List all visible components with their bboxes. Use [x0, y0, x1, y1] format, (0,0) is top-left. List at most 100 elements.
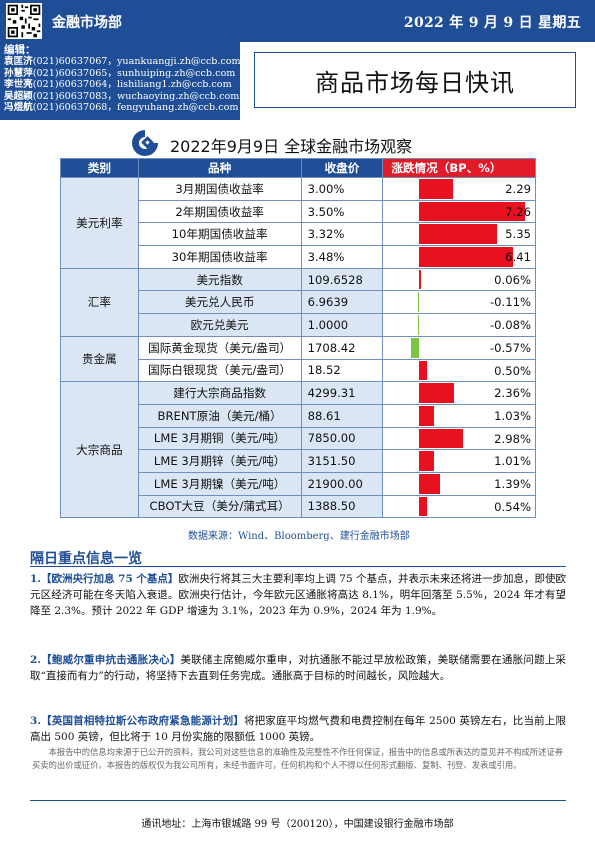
instrument-name: 国际黄金现货（美元/盎司） — [137, 335, 302, 360]
editor-email[interactable]: lishiliang1.zh@ccb.com — [117, 79, 232, 91]
market-table: 类别 品种 收盘价 涨跌情况（BP、%） 美元利率 3月期国债收益率 3.00% 2.… — [60, 158, 536, 519]
header-close: 收盘价 — [300, 158, 384, 178]
disclaimer: 本报告中的信息均来源于已公开的资料，我公司对这些信息的准确性及完整性不作任何保证… — [32, 747, 564, 770]
change-bar — [419, 224, 498, 245]
category-cell: 美元利率 — [60, 177, 139, 269]
news-title: 【英国首相特拉斯公布政府紧急能源计划】 — [40, 715, 245, 727]
change-value: -0.08% — [489, 318, 531, 333]
department-name: 金融市场部 — [52, 15, 122, 31]
table-row: CBOT大豆（美分/蒲式耳） 1388.50 0.54% — [61, 494, 536, 519]
change-bar — [417, 292, 420, 313]
editor-email[interactable]: yuankuangji.zh@ccb.com — [117, 56, 241, 67]
change-bar — [419, 179, 453, 199]
editor-email[interactable]: wuchaoying.zh@ccb.com — [117, 90, 240, 102]
instrument-name: LME 3月期铜（美元/吨） — [137, 426, 302, 451]
change-cell: 2.29 — [382, 177, 536, 201]
instrument-name: 30年期国债收益率 — [137, 245, 302, 269]
editor-row: 李世亮(021)60637064，lishiliang1.zh@ccb.com — [4, 79, 240, 91]
close-price: 1388.50 — [300, 494, 384, 519]
close-price: 3.48% — [300, 245, 384, 269]
data-source-note: 数据来源：Wind、Bloomberg、建行金融市场部 — [188, 531, 410, 542]
header-change: 涨跌情况（BP、%） — [382, 158, 536, 178]
change-value: 2.36% — [494, 386, 531, 401]
news-body: 将把家庭平均燃气费和电费控制在每年 2500 英镑左右，比当前上限高出 500 … — [30, 715, 566, 743]
change-value: 0.50% — [494, 363, 531, 378]
table-row: BRENT原油（美元/桶） 88.61 1.03% — [61, 403, 536, 428]
header-name: 品种 — [137, 158, 302, 178]
change-cell: 7.26 — [382, 199, 536, 224]
close-price: 6.9639 — [300, 290, 384, 315]
close-price: 4299.31 — [300, 381, 384, 405]
page-title: 商品市场每日快讯 — [315, 69, 515, 97]
close-price: 3.32% — [300, 222, 384, 247]
change-bar — [419, 428, 463, 449]
change-value: 0.54% — [494, 499, 531, 514]
editors-label: 编辑： — [4, 44, 36, 56]
qr-code-icon — [6, 3, 42, 39]
instrument-name: 欧元兑美元 — [137, 313, 302, 337]
change-value: -0.57% — [489, 340, 531, 355]
news-title: 【欧洲央行加息 75 个基点】 — [40, 573, 179, 585]
close-price: 1.0000 — [300, 313, 384, 337]
category-cell: 大宗商品 — [60, 381, 139, 519]
change-bar — [419, 247, 513, 267]
category-cell: 汇率 — [60, 267, 139, 337]
editor-phone: (021)60637064， — [32, 79, 118, 91]
editor-row: 孙慧萍(021)60637065，sunhuiping.zh@ccb.com — [4, 68, 240, 80]
table-row: LME 3月期铜（美元/吨） 7850.00 2.98% — [61, 426, 536, 451]
instrument-name: 美元指数 — [137, 267, 302, 292]
change-value: 6.41 — [505, 250, 531, 265]
close-price: 21900.00 — [300, 471, 384, 496]
change-value: 5.35 — [505, 227, 531, 242]
change-cell: 2.98% — [382, 426, 536, 451]
instrument-name: 国际白银现货（美元/盎司） — [137, 358, 302, 383]
instrument-name: 2年期国债收益率 — [137, 199, 302, 224]
change-cell: 0.06% — [382, 267, 536, 292]
editor-email[interactable]: fengyuhang.zh@ccb.com — [117, 102, 239, 114]
change-value: 2.98% — [494, 431, 531, 446]
change-bar — [419, 360, 427, 381]
change-cell: 1.39% — [382, 471, 536, 496]
news-item: 2.【鲍威尔重申抗击通胀决心】美联储主席鲍威尔重申，对抗通胀不能过早放松政策，美… — [30, 652, 566, 684]
change-bar — [419, 201, 526, 222]
change-bar — [419, 383, 454, 403]
change-cell: 5.35 — [382, 222, 536, 247]
news-item: 1.【欧洲央行加息 75 个基点】欧洲央行将其三大主要利率均上调 75 个基点，… — [30, 571, 566, 619]
change-cell: 2.36% — [382, 381, 536, 405]
editor-name: 袁匡济 — [4, 56, 33, 67]
change-bar — [419, 269, 421, 290]
change-cell: 6.41 — [382, 245, 536, 269]
footer-address: 通讯地址：上海市银城路 99 号（200120），中国建设银行金融市场部 — [141, 819, 454, 830]
change-value: -0.11% — [489, 295, 531, 310]
header-category: 类别 — [60, 158, 139, 178]
ccb-logo-icon — [132, 130, 158, 156]
editor-row: 冯煜航(021)60637068，fengyuhang.zh@ccb.com — [4, 102, 240, 114]
news-body: 美联储主席鲍威尔重申，对抗通胀不能过早放松政策，美联储需要在通胀问题上采取“直接… — [30, 654, 567, 682]
editor-name: 吴超颖 — [4, 90, 33, 102]
news-title: 【鲍威尔重申抗击通胀决心】 — [40, 654, 181, 666]
instrument-name: LME 3月期锌（美元/吨） — [137, 449, 302, 473]
editor-row: 吴超颖(021)60637083，wuchaoying.zh@ccb.com — [4, 91, 240, 103]
change-bar — [419, 496, 428, 517]
report-title: 2022年9月9日 全球金融市场观察 — [170, 137, 413, 156]
close-price: 1708.42 — [300, 335, 384, 360]
close-price: 3.50% — [300, 199, 384, 224]
instrument-name: CBOT大豆（美分/蒲式耳） — [137, 494, 302, 519]
change-cell: 1.03% — [382, 403, 536, 428]
table-row: 美元利率 3月期国债收益率 3.00% 2.29 — [60, 177, 536, 269]
table-row: 大宗商品 建行大宗商品指数 4299.31 2.36% — [60, 381, 536, 519]
news-item: 3.【英国首相特拉斯公布政府紧急能源计划】将把家庭平均燃气费和电费控制在每年 2… — [30, 713, 566, 745]
editor-row: 袁匡济(021)60637067，yuankuangji.zh@ccb.com — [4, 56, 241, 68]
table-body: 美元利率 3月期国债收益率 3.00% 2.29 2年期国债收益率 3.50% 7.26 10… — [60, 177, 536, 519]
change-cell: 1.01% — [382, 449, 536, 473]
editor-phone: (021)60637067， — [32, 56, 118, 67]
editor-name: 孙慧萍 — [4, 67, 33, 79]
change-cell: -0.11% — [382, 290, 536, 315]
editor-email[interactable]: sunhuiping.zh@ccb.com — [117, 67, 236, 79]
news-number: 1. — [30, 573, 41, 585]
change-bar — [419, 451, 435, 471]
change-value: 2.29 — [505, 182, 531, 196]
change-cell: -0.08% — [382, 313, 536, 337]
close-price: 7850.00 — [300, 426, 384, 451]
instrument-name: 美元兑人民币 — [137, 290, 302, 315]
